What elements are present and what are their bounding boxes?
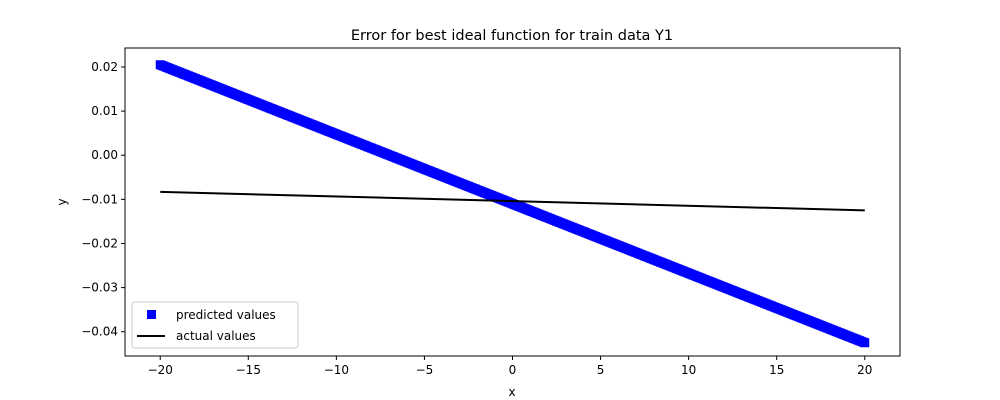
series-predicted-values xyxy=(155,60,870,348)
chart-title: Error for best ideal function for train … xyxy=(351,28,673,44)
x-tick-label: −5 xyxy=(416,363,434,377)
legend-label-actual: actual values xyxy=(176,329,256,343)
x-tick-label: 10 xyxy=(681,363,696,377)
y-tick-label: 0.02 xyxy=(91,60,118,74)
legend-box xyxy=(131,301,299,349)
legend-label-predicted: predicted values xyxy=(176,308,276,322)
y-tick-label: 0.00 xyxy=(91,148,118,162)
plot-marks xyxy=(155,60,870,348)
y-tick-label: 0.01 xyxy=(91,104,118,118)
y-tick-label: −0.04 xyxy=(81,325,118,339)
x-axis-label: x xyxy=(508,385,515,399)
x-tick-label: 20 xyxy=(857,363,872,377)
y-axis: 0.02 0.01 0.00 −0.01 −0.02 −0.03 −0.04 xyxy=(81,60,125,339)
y-axis-label: y xyxy=(55,198,69,205)
x-tick-label: −15 xyxy=(236,363,261,377)
x-tick-label: −10 xyxy=(324,363,349,377)
x-tick-label: 15 xyxy=(769,363,784,377)
x-tick-label: 5 xyxy=(597,363,605,377)
y-tick-label: −0.01 xyxy=(81,192,118,206)
predicted-point xyxy=(860,338,870,348)
y-tick-label: −0.03 xyxy=(81,281,118,295)
x-axis: −20 −15 −10 −5 0 5 10 15 20 xyxy=(148,356,872,377)
x-tick-label: −20 xyxy=(148,363,173,377)
y-tick-label: −0.02 xyxy=(81,236,118,250)
x-tick-label: 0 xyxy=(509,363,517,377)
legend-marker-predicted xyxy=(147,310,156,319)
legend: predicted values actual values xyxy=(131,301,299,349)
series-actual-values-line xyxy=(160,190,865,212)
